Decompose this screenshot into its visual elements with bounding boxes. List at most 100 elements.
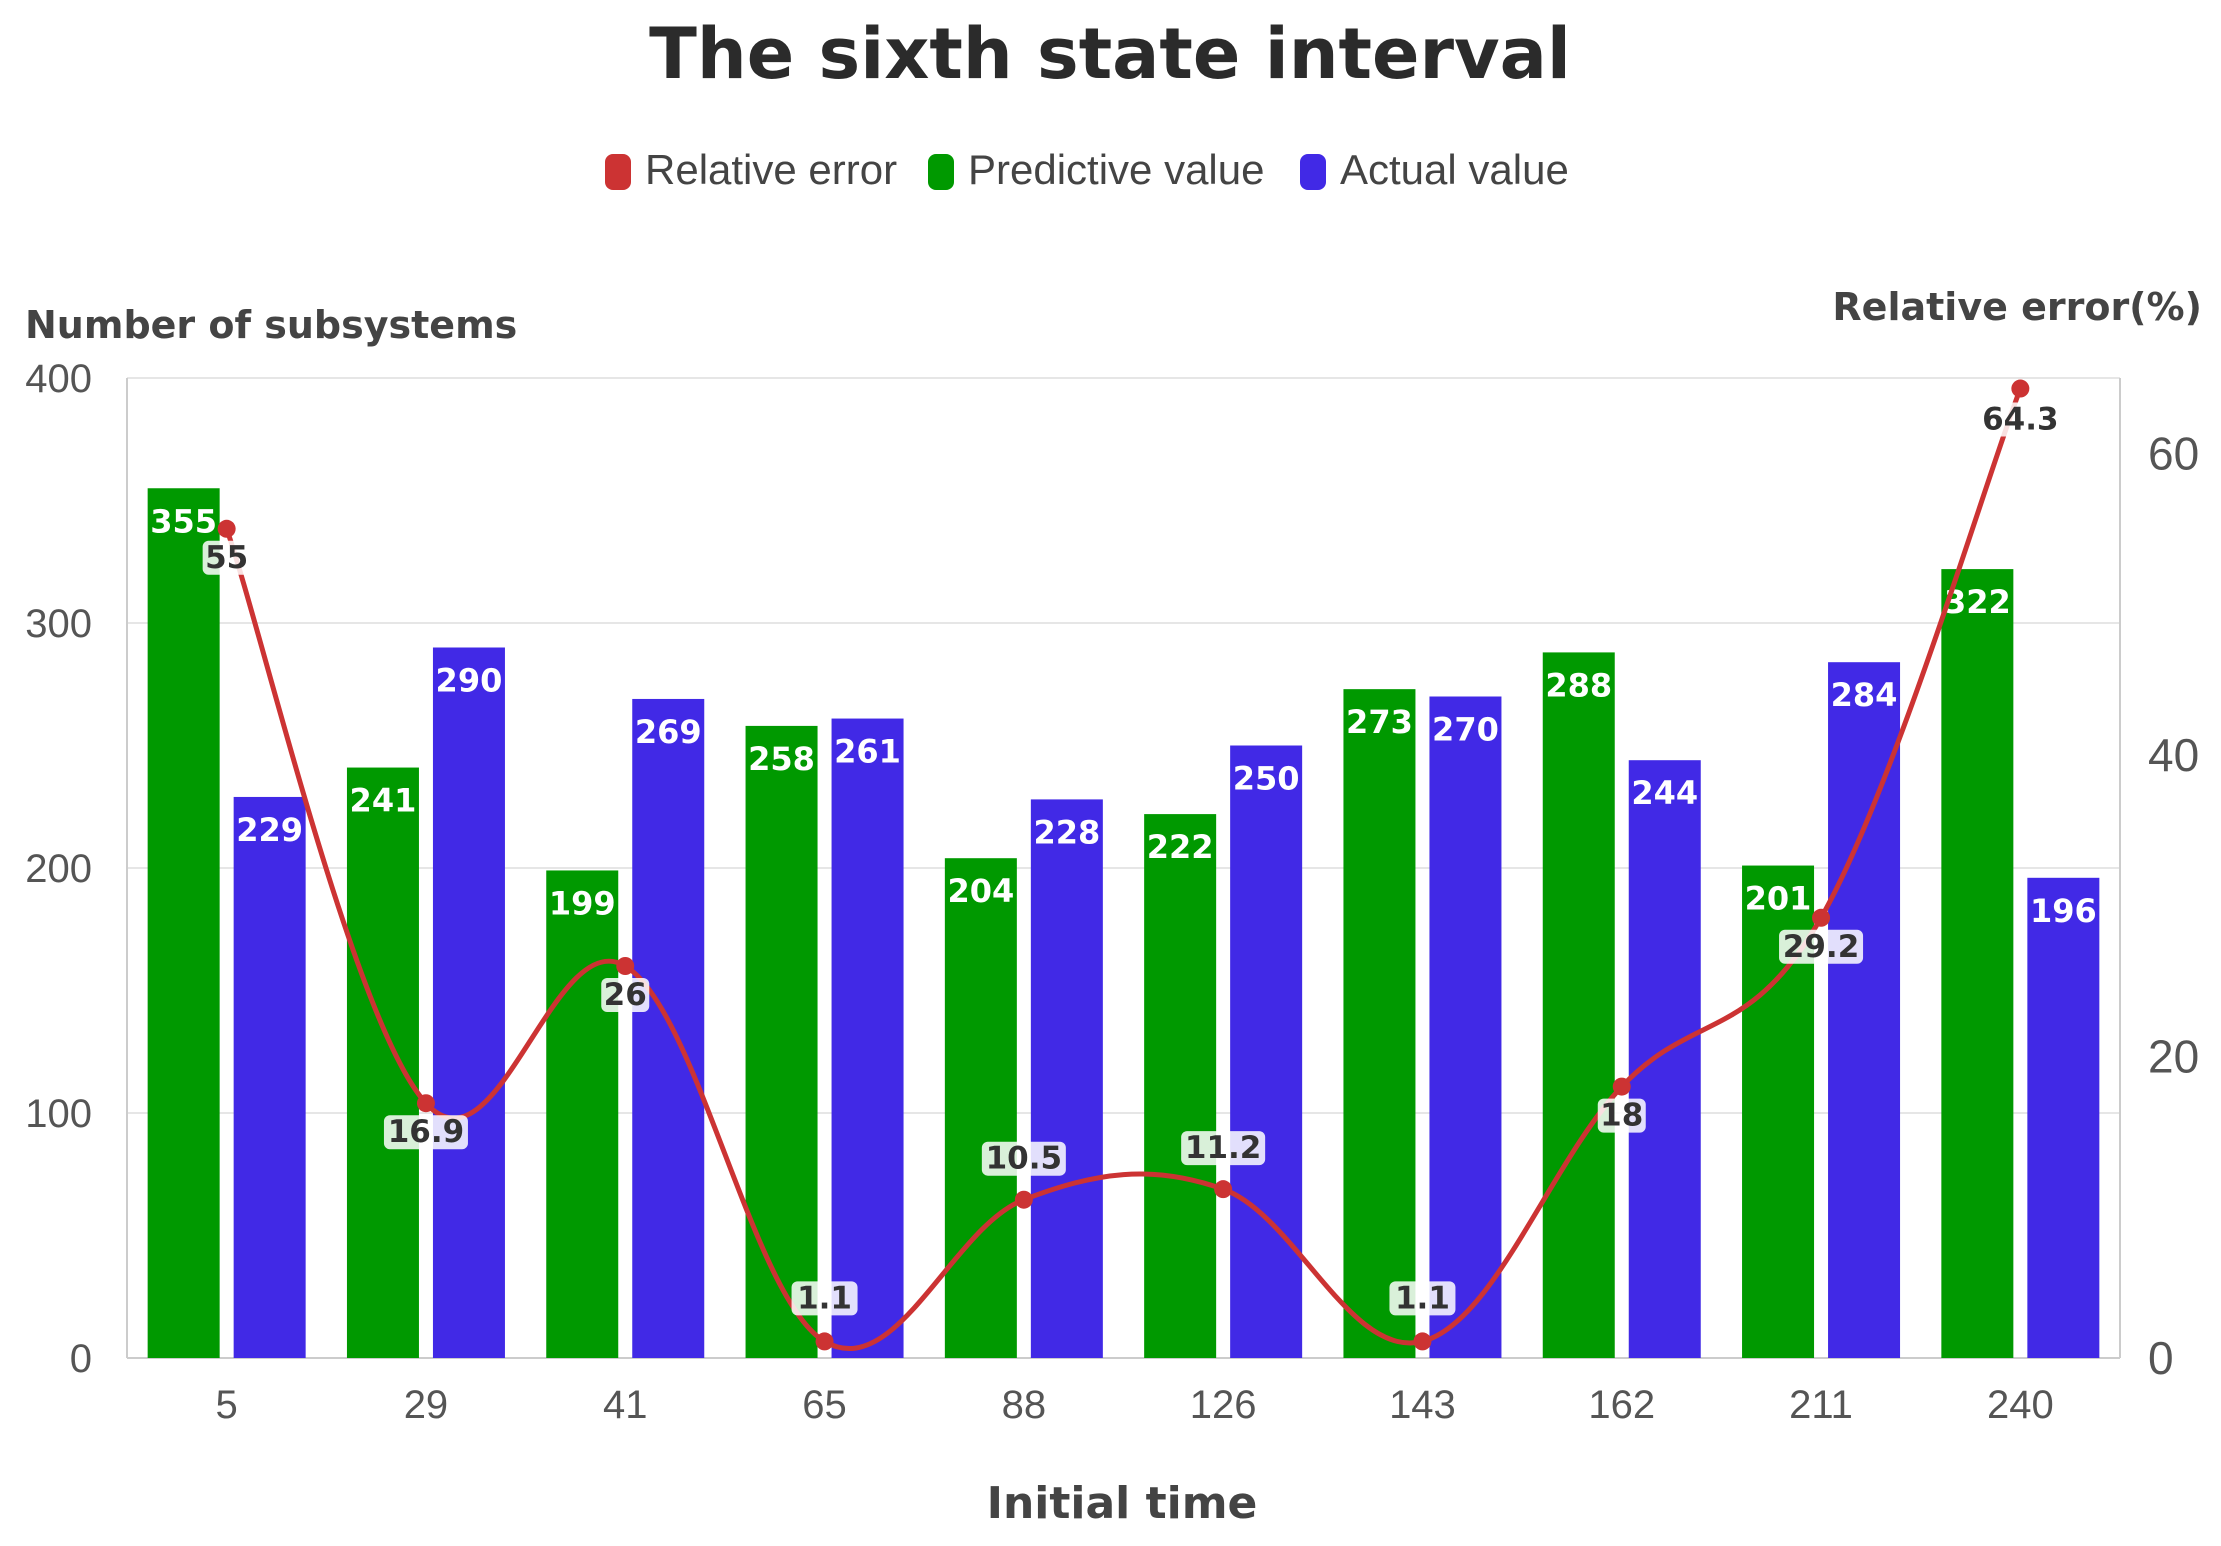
relative-error-label: 10.5 <box>986 1141 1063 1177</box>
x-tick-label: 41 <box>603 1383 648 1427</box>
y-axis-title: Number of subsystems <box>25 303 517 347</box>
x-tick-label: 126 <box>1190 1383 1257 1427</box>
relative-error-label-bg <box>1779 929 1864 964</box>
relative-error-point <box>616 957 635 975</box>
relative-error-label-bg <box>981 1141 1066 1176</box>
bar-label-actual: 269 <box>635 713 702 751</box>
relative-error-label: 1.1 <box>797 1280 852 1316</box>
bar-label-predictive: 204 <box>947 872 1014 910</box>
x-tick-label: 211 <box>1789 1383 1853 1427</box>
bar-predictive <box>1542 652 1615 1358</box>
bar-label-predictive: 199 <box>549 884 616 922</box>
bar-predictive <box>745 725 818 1358</box>
relative-error-label: 29.2 <box>1783 929 1860 965</box>
bar-label-predictive: 273 <box>1346 703 1413 741</box>
bar-label-actual: 250 <box>1233 760 1300 798</box>
y-tick-label: 200 <box>25 847 92 891</box>
bar-actual <box>831 718 904 1358</box>
relative-error-label: 11.2 <box>1185 1130 1262 1166</box>
legend-label-relative-error: Relative error <box>645 146 897 193</box>
bar-label-predictive: 222 <box>1147 828 1214 866</box>
relative-error-point <box>1413 1332 1432 1351</box>
bar-predictive <box>1343 689 1416 1358</box>
legend-swatch-actual-value <box>1300 154 1326 190</box>
legend-swatch-predictive-value <box>928 154 954 190</box>
bar-label-actual: 228 <box>1033 813 1100 851</box>
relative-error-line <box>224 387 2023 1351</box>
bar-label-predictive: 241 <box>350 782 417 820</box>
bar-label-actual: 244 <box>1631 774 1698 812</box>
legend-swatch-relative-error <box>605 154 631 190</box>
bar-predictive <box>147 488 220 1358</box>
bar-predictive <box>346 767 419 1358</box>
relative-error-label: 18 <box>1600 1098 1643 1134</box>
relative-error-point <box>1214 1180 1233 1199</box>
bar-label-predictive: 258 <box>748 740 815 778</box>
relative-error-point <box>416 1094 435 1113</box>
relative-error-label-bg <box>1597 1098 1646 1133</box>
relative-error-label: 55 <box>205 540 248 576</box>
bar-label-predictive: 288 <box>1545 666 1612 704</box>
relative-error-point <box>1014 1190 1033 1209</box>
bar-actual <box>1429 696 1502 1358</box>
y2-axis-title: Relative error(%) <box>1832 285 2202 329</box>
bar-predictive <box>1144 814 1217 1358</box>
relative-error-label-bg <box>1978 402 2063 437</box>
y-tick-label: 400 <box>25 357 92 401</box>
relative-error-label-bg <box>202 540 251 575</box>
x-tick-label: 162 <box>1588 1383 1655 1427</box>
bar-label-actual: 284 <box>1831 676 1898 714</box>
relative-error-point <box>2011 379 2030 398</box>
bar-actual <box>1828 662 1901 1358</box>
relative-error-point <box>815 1332 834 1351</box>
y-tick-label: 0 <box>70 1337 92 1381</box>
bar-actual <box>432 647 505 1358</box>
bar-label-actual: 261 <box>834 733 901 771</box>
relative-error-label-bg <box>791 1281 858 1316</box>
relative-error-label-bg <box>601 978 650 1012</box>
x-tick-label: 143 <box>1389 1383 1456 1427</box>
bar-predictive <box>1941 569 2014 1358</box>
bar-actual <box>1030 799 1103 1358</box>
y2-tick-label: 40 <box>2148 729 2199 781</box>
relative-error-label-bg <box>1389 1281 1456 1316</box>
bar-label-actual: 290 <box>436 662 503 700</box>
x-axis-title: Initial time <box>987 1478 1258 1529</box>
relative-error-label-bg <box>383 1115 468 1150</box>
x-tick-label: 29 <box>404 1383 449 1427</box>
y2-tick-label: 20 <box>2148 1030 2199 1082</box>
relative-error-label: 26 <box>604 977 647 1013</box>
legend-label-predictive-value: Predictive value <box>968 146 1264 193</box>
x-tick-label: 240 <box>1987 1383 2054 1427</box>
relative-error-label: 16.9 <box>388 1114 465 1150</box>
x-tick-label: 88 <box>1002 1383 1047 1427</box>
bar-label-actual: 229 <box>236 811 303 849</box>
y-tick-label: 300 <box>25 602 92 646</box>
bar-label-actual: 196 <box>2030 892 2097 930</box>
bar-actual <box>1230 745 1303 1358</box>
bar-label-predictive: 201 <box>1745 880 1812 918</box>
y-tick-label: 100 <box>25 1092 92 1136</box>
bar-actual <box>632 698 705 1358</box>
y2-tick-label: 0 <box>2148 1332 2174 1384</box>
bar-predictive <box>546 870 619 1358</box>
x-tick-label: 5 <box>216 1383 238 1427</box>
relative-error-label: 64.3 <box>1982 402 2059 438</box>
bar-actual <box>233 796 306 1358</box>
bar-label-actual: 270 <box>1432 711 1499 749</box>
y2-tick-label: 60 <box>2148 427 2199 479</box>
bar-label-predictive: 355 <box>150 502 217 540</box>
relative-error-point <box>217 519 236 538</box>
bar-predictive <box>944 858 1017 1358</box>
legend-label-actual-value: Actual value <box>1340 146 1569 193</box>
bar-label-predictive: 322 <box>1944 583 2011 621</box>
relative-error-point <box>1812 908 1831 927</box>
relative-error-point <box>1612 1077 1631 1096</box>
x-tick-label: 65 <box>802 1383 847 1427</box>
chart-title: The sixth state interval <box>649 13 1571 95</box>
relative-error-label-bg <box>1181 1131 1266 1166</box>
relative-error-label: 1.1 <box>1395 1280 1450 1316</box>
bar-actual <box>1628 760 1701 1358</box>
